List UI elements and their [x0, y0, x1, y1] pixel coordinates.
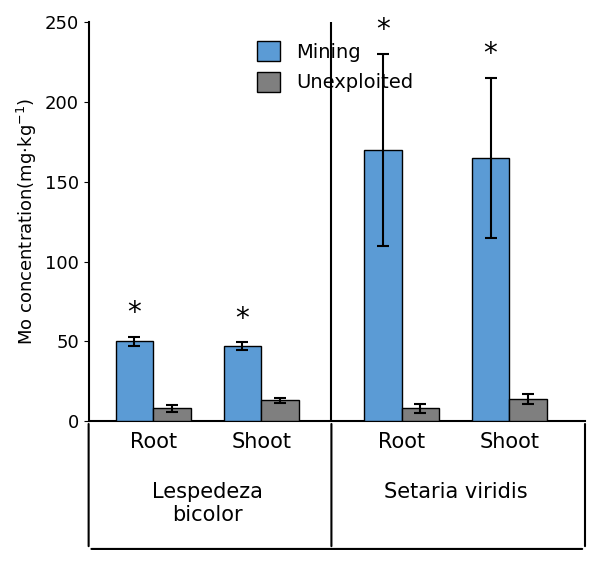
Bar — [364, 150, 401, 421]
Text: *: * — [236, 305, 249, 333]
Bar — [401, 408, 439, 421]
Bar — [224, 346, 261, 421]
Text: Lespedeza
bicolor: Lespedeza bicolor — [152, 482, 263, 525]
Bar — [116, 342, 154, 421]
Text: *: * — [128, 299, 142, 327]
Y-axis label: Mo concentration(mg·kg$^{-1}$): Mo concentration(mg·kg$^{-1}$) — [15, 98, 39, 345]
Text: Setaria viridis: Setaria viridis — [383, 482, 527, 502]
Bar — [509, 399, 547, 421]
Bar — [154, 408, 191, 421]
Bar — [261, 401, 299, 421]
Bar — [472, 158, 509, 421]
Text: *: * — [484, 40, 497, 68]
Text: *: * — [376, 16, 389, 44]
Legend: Mining, Unexploited: Mining, Unexploited — [247, 32, 423, 102]
